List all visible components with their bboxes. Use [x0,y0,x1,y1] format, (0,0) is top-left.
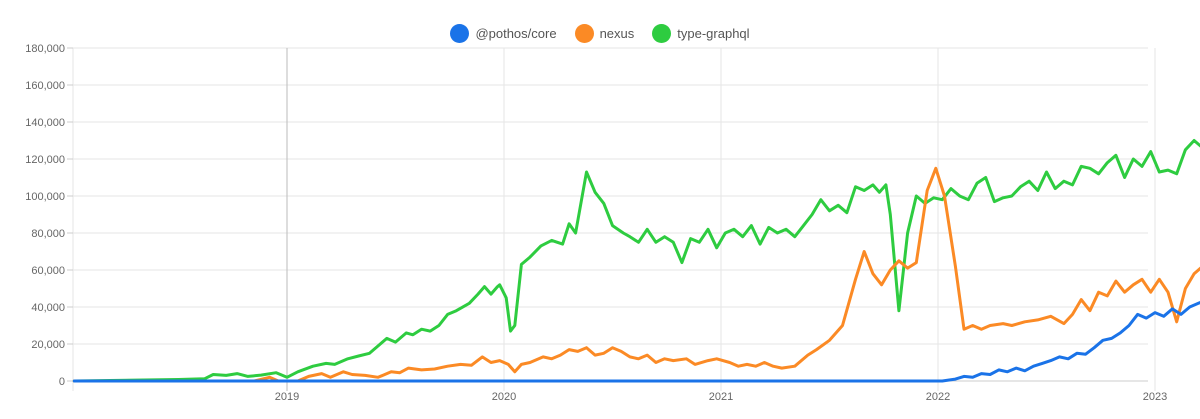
legend-label: nexus [599,26,635,41]
legend-label: type-graphql [677,26,750,41]
chart-legend: @pothos/core nexus type-graphql [0,24,1200,43]
series-line-nexus [72,166,1200,383]
y-tick-label: 0 [59,376,65,388]
y-tick-label: 60,000 [31,265,65,277]
legend-swatch-orange-icon [574,24,594,43]
y-tick-label: 40,000 [31,302,65,314]
x-tick-label: 2023 [1143,391,1167,403]
legend-item-type-graphql[interactable]: type-graphql [652,24,750,43]
gridlines [72,47,1156,391]
legend-swatch-blue-icon [450,24,470,43]
x-tick-label: 2019 [275,391,299,403]
y-tick-label: 180,000 [25,43,65,55]
x-tick-label: 2021 [709,391,733,403]
legend-swatch-green-icon [652,24,672,43]
y-tick-label: 20,000 [31,339,65,351]
series-line-type-graphql [72,139,1200,383]
x-tick-label: 2022 [926,391,950,403]
y-axis: 0 20,000 40,000 60,000 80,000 100,000 120,000 1… [25,43,73,388]
legend-item-pothos-core[interactable]: @pothos/core [450,24,557,43]
series-lines [72,139,1200,383]
legend-label: @pothos/core [475,26,557,41]
y-tick-label: 160,000 [25,80,65,92]
series-line--pothos-core [72,300,1200,383]
x-tick-label: 2020 [492,391,516,403]
y-tick-label: 140,000 [25,117,65,129]
y-tick-label: 100,000 [25,191,65,203]
legend-item-nexus[interactable]: nexus [574,24,635,43]
y-tick-label: 120,000 [25,154,65,166]
x-axis: 2019 2020 2021 2022 2023 [275,391,1167,403]
y-tick-label: 80,000 [31,228,65,240]
